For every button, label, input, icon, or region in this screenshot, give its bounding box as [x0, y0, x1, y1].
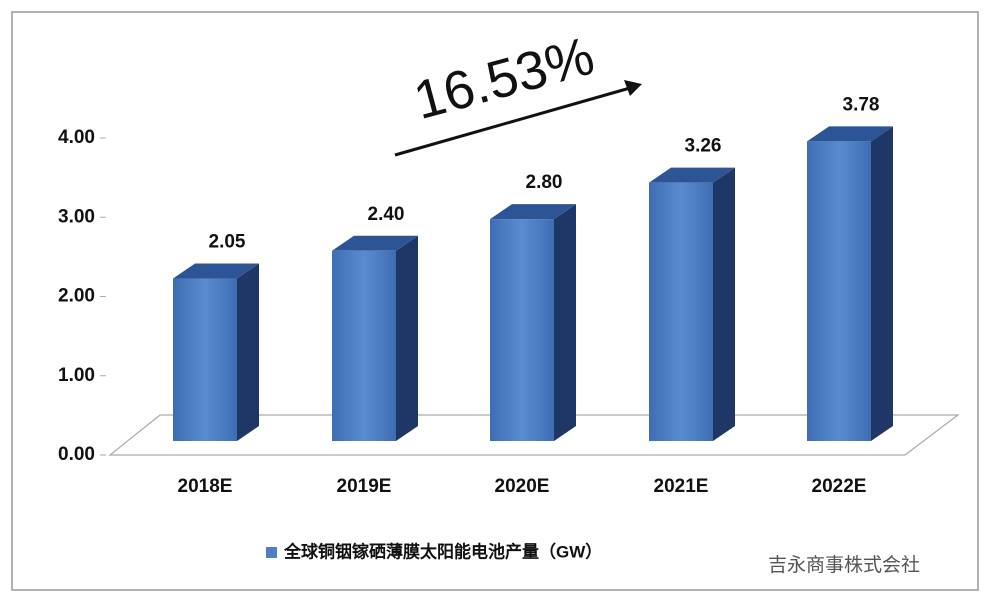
bar — [173, 278, 237, 441]
bar-side — [237, 263, 259, 441]
y-tick-label: 1.00 — [58, 365, 95, 386]
x-tick-label: 2020E — [495, 476, 550, 497]
value-label: 2.40 — [368, 204, 405, 225]
x-tick-label: 2019E — [337, 476, 392, 497]
bar-side — [871, 126, 893, 441]
bar-top — [173, 263, 259, 279]
bar-top — [807, 126, 893, 142]
value-label: 3.78 — [843, 94, 880, 115]
floor — [108, 414, 960, 456]
x-tick-label: 2021E — [654, 476, 709, 497]
value-label: 2.80 — [526, 172, 563, 193]
value-label: 3.26 — [685, 136, 722, 157]
y-tick-label: 3.00 — [58, 206, 95, 227]
trend-arrow — [394, 86, 631, 157]
bar-top — [332, 235, 418, 251]
legend-label: 全球铜铟镓硒薄膜太阳能电池产量（GW） — [283, 541, 602, 561]
watermark: 吉永商事株式会社 — [768, 554, 920, 576]
bar-side — [554, 204, 576, 441]
y-tick-label: 2.00 — [58, 286, 95, 307]
bar-top — [649, 167, 735, 183]
bar-side — [396, 235, 418, 441]
bar — [807, 141, 871, 441]
y-tick-label: 4.00 — [58, 127, 95, 148]
x-tick-label: 2018E — [178, 476, 233, 497]
bar — [490, 219, 554, 441]
arrow-head — [624, 80, 642, 96]
bar — [332, 250, 396, 441]
y-tick-label: 0.00 — [58, 444, 95, 465]
bar — [649, 182, 713, 441]
legend-swatch — [266, 547, 277, 558]
value-label: 2.05 — [209, 232, 246, 253]
bar-top — [490, 204, 576, 220]
x-tick-label: 2022E — [812, 476, 867, 497]
bar-side — [713, 167, 735, 441]
